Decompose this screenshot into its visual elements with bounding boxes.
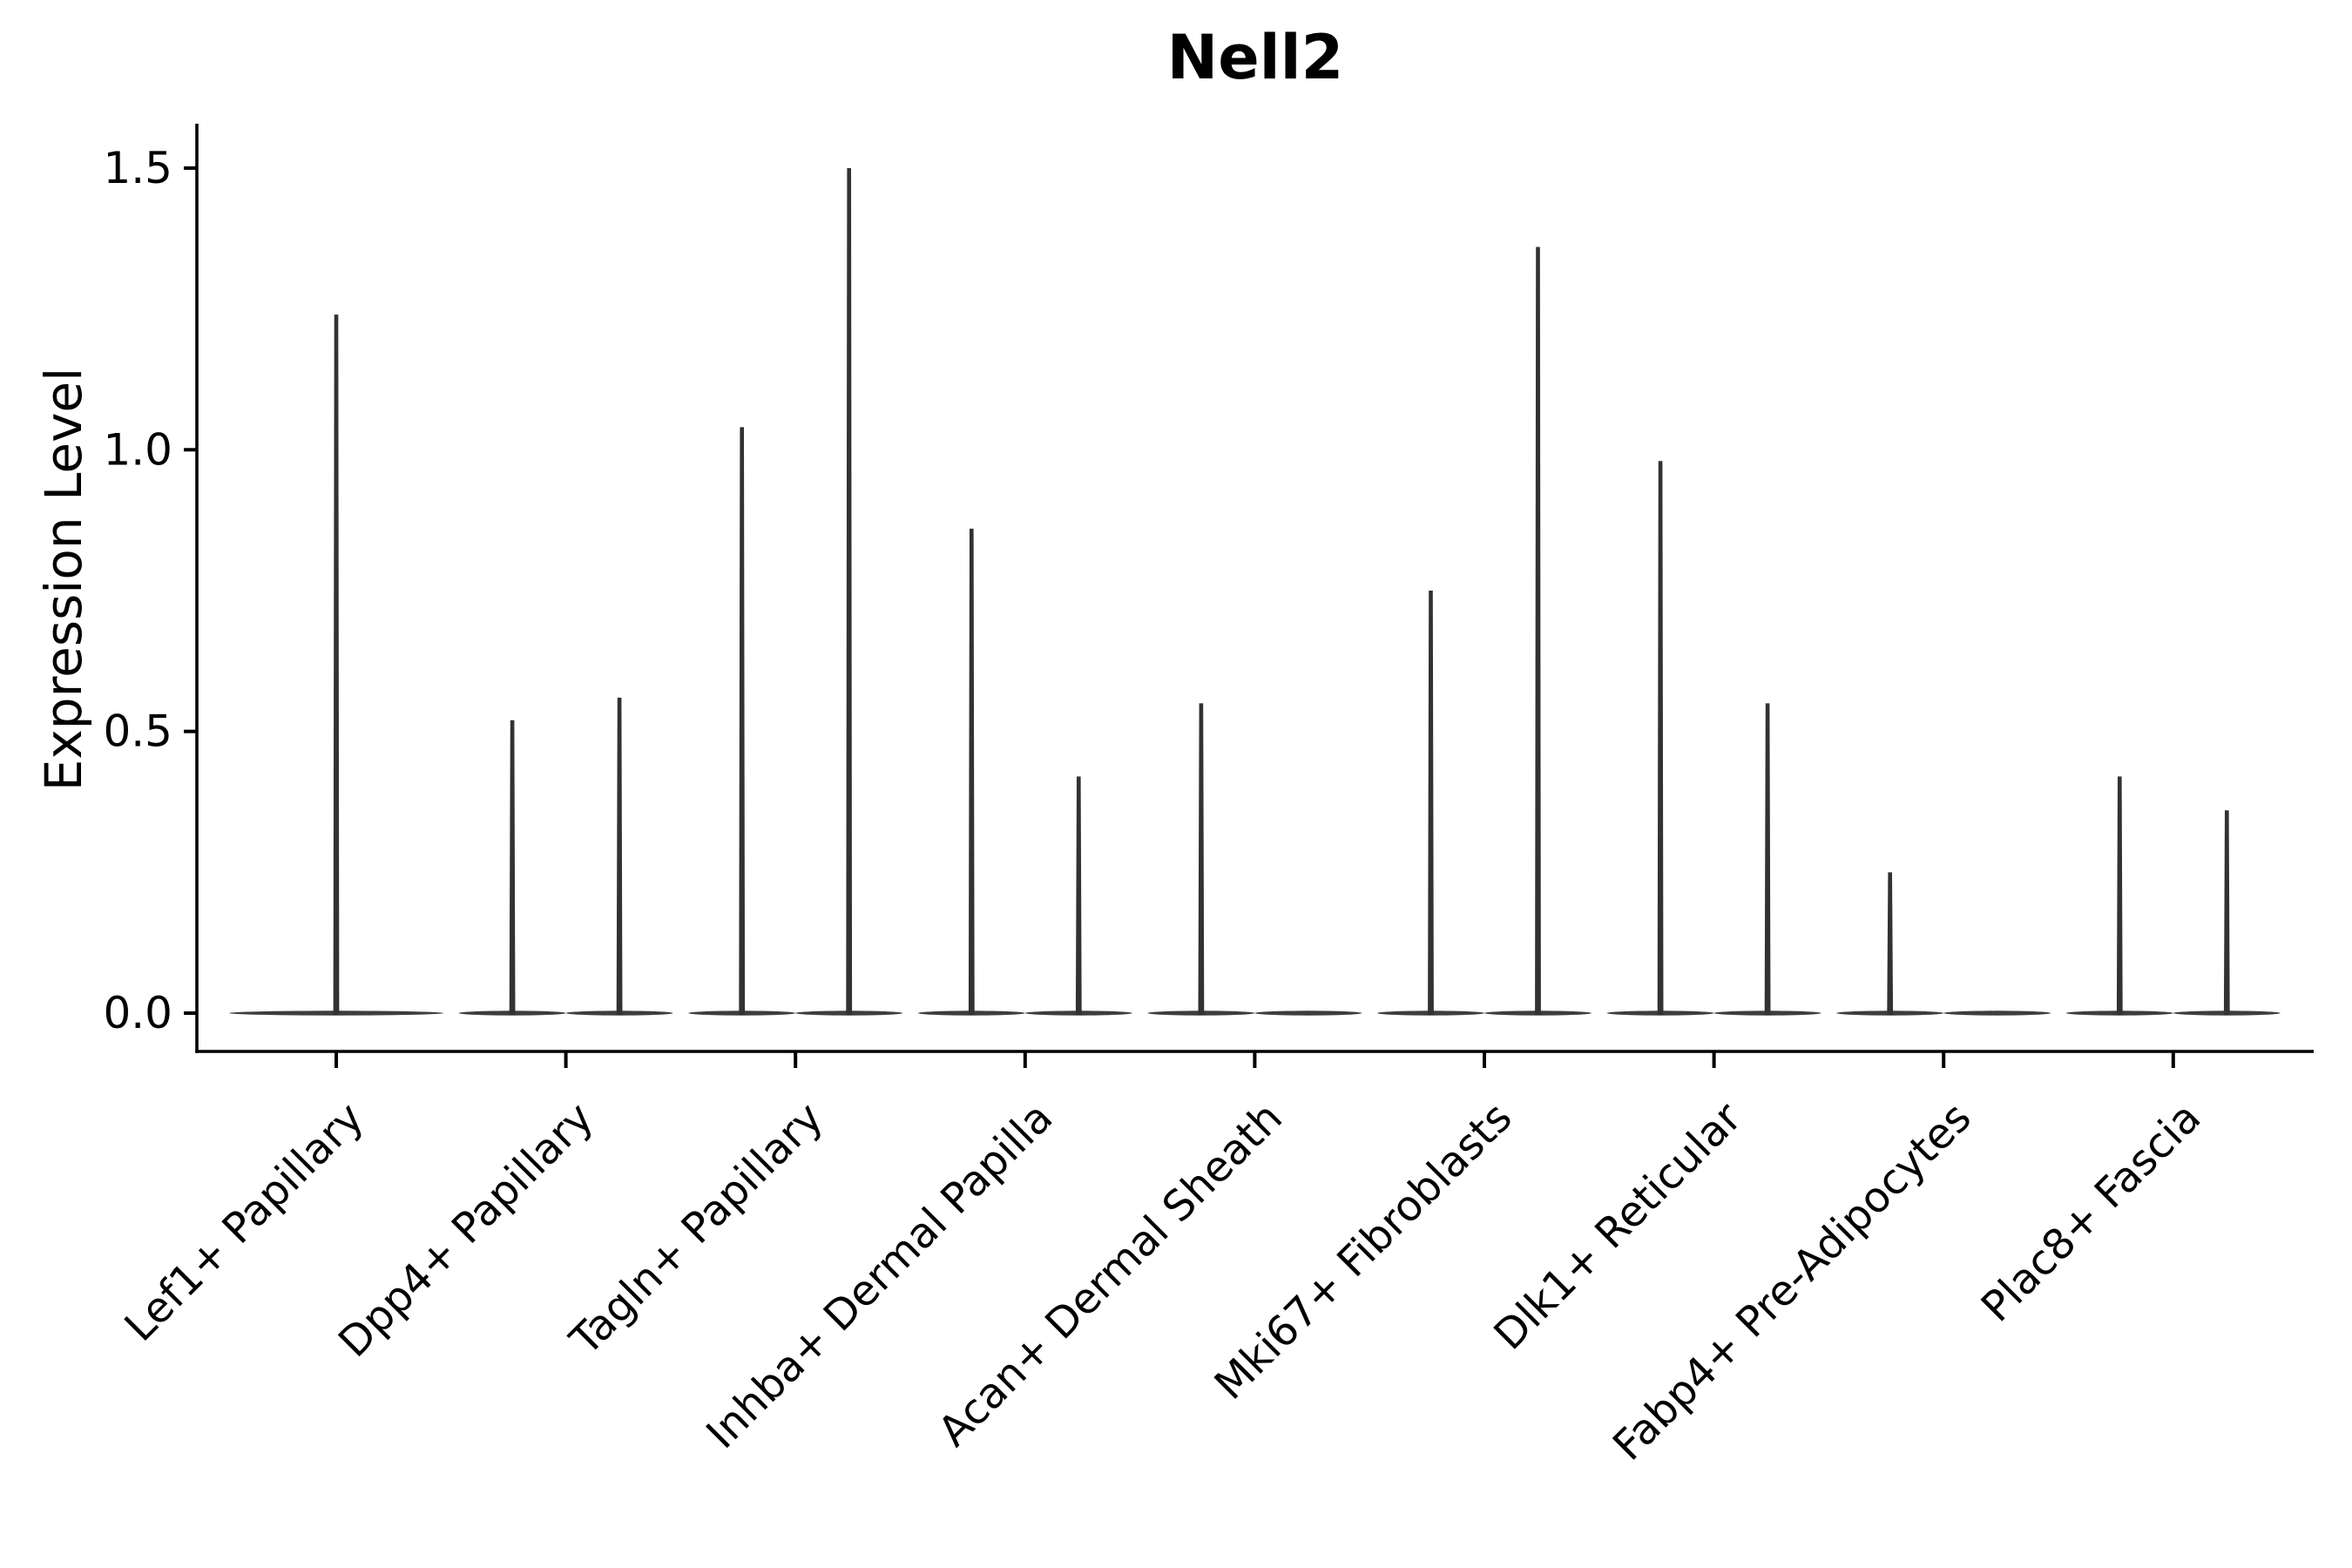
violin-spike — [1887, 872, 1894, 1015]
x-tick-label: Dpp4+ Papillary — [329, 1093, 603, 1367]
violin-spike — [1764, 703, 1771, 1015]
violin-spike — [739, 427, 746, 1015]
violin-spike — [1428, 590, 1434, 1015]
violin-spike — [968, 528, 975, 1015]
y-tick-label: 1.0 — [103, 424, 172, 475]
y-tick-label: 0.5 — [103, 706, 172, 757]
violin-spike — [1198, 703, 1205, 1015]
violin-spike — [1075, 776, 1082, 1015]
x-tick-label: Tagln+ Papillary — [560, 1093, 832, 1365]
y-tick-label: 1.5 — [103, 143, 172, 193]
violin-baseline — [1254, 1010, 1362, 1016]
x-tick-label: Lef1+ Papillary — [116, 1093, 374, 1351]
violin-spike — [846, 167, 853, 1015]
violin-spike — [1535, 247, 1541, 1015]
violin-spike — [333, 314, 340, 1015]
violin-spike — [2116, 776, 2123, 1015]
x-tick-label: Dlk1+ Reticular — [1484, 1093, 1751, 1360]
chart-title: Nell2 — [1166, 22, 1344, 93]
violin-spike — [616, 697, 623, 1015]
violin-spike — [2223, 810, 2230, 1015]
violin-spike — [509, 720, 516, 1015]
violin-baseline — [1943, 1010, 2051, 1016]
x-tick-label: Plac8+ Fascia — [1972, 1093, 2211, 1332]
y-tick-label: 0.0 — [103, 988, 172, 1038]
violin-spike — [1657, 461, 1664, 1015]
